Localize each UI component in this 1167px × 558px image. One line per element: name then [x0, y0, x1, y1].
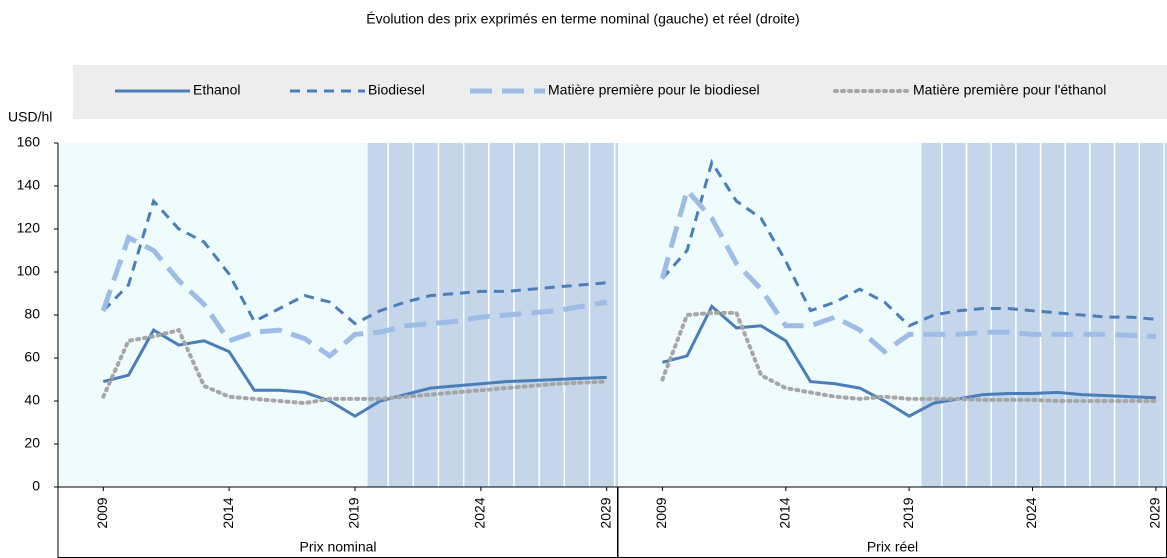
- chart-title: Évolution des prix exprimés en terme nom…: [366, 11, 799, 27]
- series-line: [102, 198, 607, 326]
- series-line: [659, 185, 1157, 355]
- y-tick-label: 40: [24, 392, 40, 408]
- series-line: [102, 328, 607, 418]
- projection-shade: [367, 143, 618, 487]
- y-tick-label: 80: [24, 306, 40, 322]
- y-tick-label: 100: [17, 263, 41, 279]
- y-tick-label: 20: [24, 435, 40, 451]
- y-tick-label: 120: [17, 220, 41, 236]
- x-tick-label: 2024: [472, 497, 488, 528]
- series-line: [661, 158, 1157, 328]
- panel-label: Prix nominal: [299, 539, 376, 555]
- legend-box: [73, 65, 1167, 119]
- y-tick-label: 140: [17, 177, 41, 193]
- x-tick-label: 2014: [776, 497, 792, 528]
- legend-label: Biodiesel: [368, 82, 425, 98]
- legend-label: Matière première pour le biodiesel: [548, 82, 760, 98]
- x-tick-label: 2019: [346, 497, 362, 528]
- series-line: [660, 310, 1158, 403]
- series-line: [100, 234, 608, 360]
- panel-label: Prix réel: [867, 539, 918, 555]
- x-tick-label: 2019: [900, 497, 916, 528]
- y-tick-label: 160: [17, 134, 41, 150]
- x-tick-label: 2009: [653, 497, 669, 528]
- x-tick-label: 2009: [94, 497, 110, 528]
- series-line: [101, 327, 609, 406]
- legend-label: Ethanol: [193, 82, 240, 98]
- y-tick-label: 0: [32, 478, 40, 494]
- series-line: [662, 303, 1156, 418]
- x-tick-label: 2014: [220, 497, 236, 528]
- projection-shade: [921, 143, 1167, 487]
- y-tick-label: 60: [24, 349, 40, 365]
- legend-label: Matière première pour l'éthanol: [913, 82, 1106, 98]
- y-axis-label: USD/hl: [8, 109, 52, 125]
- x-tick-label: 2029: [597, 497, 613, 528]
- x-tick-label: 2029: [1147, 497, 1163, 528]
- x-tick-label: 2024: [1023, 497, 1039, 528]
